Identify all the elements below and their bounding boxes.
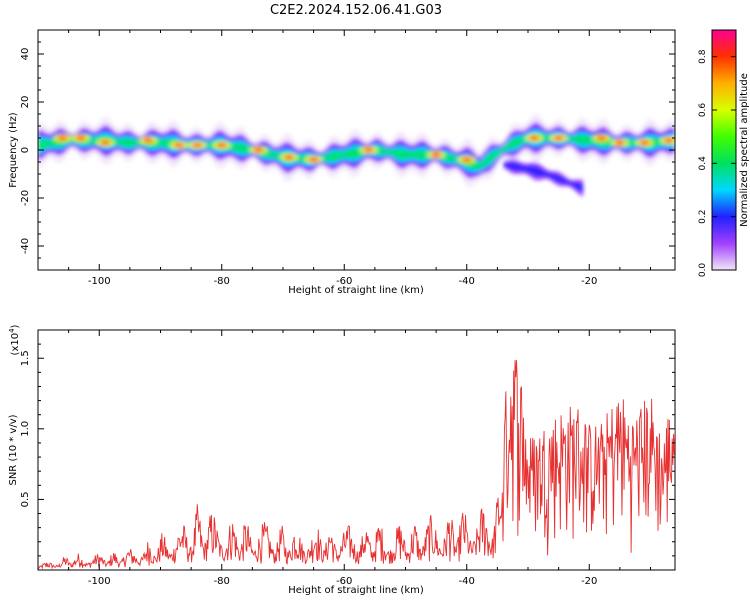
heatmap-hotspot: [365, 148, 373, 152]
heatmap-hotspot: [101, 141, 109, 145]
snr-panel: -100 -80 -60 -40 -20 0.5 1.0 1.5 Height of str…: [8, 324, 676, 596]
heatmap-hotspot: [555, 136, 563, 140]
colorbar-tick-label: 0.6: [698, 103, 708, 118]
snr-x-label: Height of straight line (km): [288, 585, 424, 596]
snr-frame: [37, 329, 676, 571]
colorbar-ticks: 0.0 0.2 0.4 0.6 0.8: [698, 49, 736, 277]
spectrogram-x-axis: -100 -80 -60 -40 -20: [37, 30, 651, 287]
heatmap-hotspot: [665, 138, 673, 143]
colorbar: 0.0 0.2 0.4 0.6 0.8 Normalized spectral ampl…: [698, 29, 750, 277]
x-tick-label: -40: [459, 576, 475, 587]
heatmap-hotspot: [193, 143, 201, 147]
colorbar-label: Normalized spectral amplitude: [739, 73, 750, 227]
spectrogram-y-axis: -40 -20 0 20 40: [20, 29, 675, 271]
x-tick-label: -20: [581, 576, 597, 587]
y-tick-label: -40: [20, 238, 31, 254]
heatmap-hotspot: [144, 138, 152, 143]
heatmap-branch-band: [503, 162, 584, 194]
snr-x-axis: -100 -80 -60 -40 -20: [37, 330, 651, 587]
y-tick-label: 40: [20, 48, 31, 61]
snr-y-axis: 0.5 1.0 1.5: [20, 329, 675, 571]
heatmap-hotspot: [640, 141, 648, 145]
spectrogram-panel: -100 -80 -60 -40 -20 -40 -20 0 20 40 Height of s…: [8, 29, 676, 296]
heatmap-hotspot: [310, 157, 318, 162]
x-tick-label: -20: [581, 276, 597, 287]
colorbar-gradient: [711, 29, 737, 271]
y-tick-label: -20: [20, 190, 31, 206]
spectrogram-y-label: Frequency (Hz): [8, 112, 19, 188]
heatmap-hotspot: [285, 155, 293, 159]
x-tick-label: -100: [88, 276, 111, 287]
heatmap-hotspot: [59, 136, 66, 140]
snr-y-scale-close: ): [10, 324, 21, 328]
x-tick-label: -100: [88, 576, 111, 587]
heatmap-hotspot: [77, 136, 85, 140]
snr-series-line: [38, 359, 675, 570]
heatmap-hotspot: [432, 153, 440, 157]
x-tick-label: -80: [214, 276, 230, 287]
spectrogram-heatmap: [38, 113, 675, 197]
y-tick-label: 1.0: [20, 421, 31, 437]
heatmap-hotspot: [616, 141, 624, 145]
heatmap-band: [38, 113, 675, 197]
snr-y-scale: (x104): [8, 324, 21, 355]
colorbar-tick-label: 0.4: [698, 156, 708, 171]
snr-y-label: SNR (10 * v/v): [8, 414, 19, 485]
colorbar-tick-label: 0.2: [698, 210, 708, 224]
x-tick-label: -40: [459, 276, 475, 287]
heatmap-hotspot: [255, 148, 262, 152]
colorbar-tick-label: 0.0: [698, 263, 708, 278]
heatmap-hotspot: [463, 157, 471, 162]
heatmap-hotspot: [218, 143, 226, 147]
x-tick-label: -80: [214, 576, 230, 587]
x-tick-label: -60: [336, 276, 352, 287]
snr-y-scale-base: (x10: [10, 333, 21, 356]
heatmap-hotspot: [530, 136, 538, 140]
x-tick-label: -60: [336, 576, 352, 587]
heatmap-hotspot: [175, 143, 183, 147]
figure-title: C2E2.2024.152.06.41.G03: [270, 3, 442, 18]
snr-y-scale-exp: 4: [8, 328, 16, 333]
y-tick-label: 0: [20, 147, 31, 153]
y-tick-label: 0.5: [20, 491, 31, 507]
y-tick-label: 20: [20, 96, 31, 109]
y-tick-label: 1.5: [20, 350, 31, 366]
colorbar-tick-label: 0.8: [698, 49, 708, 64]
heatmap-hotspot: [598, 136, 605, 140]
spectrogram-x-label: Height of straight line (km): [288, 285, 424, 296]
